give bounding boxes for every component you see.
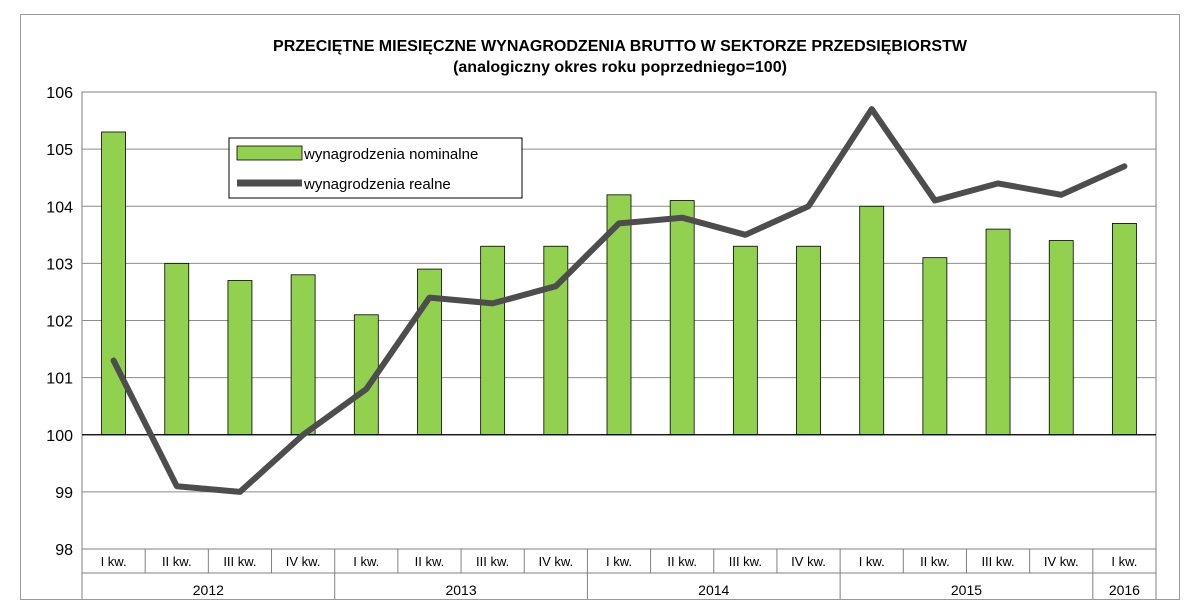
x-tick-label: III kw. xyxy=(223,554,256,569)
year-label: 2014 xyxy=(698,582,729,598)
legend: wynagrodzenia nominalne wynagrodzenia re… xyxy=(229,138,522,198)
y-tick-label: 100 xyxy=(46,428,73,445)
y-tick-label: 98 xyxy=(55,542,73,559)
x-tick-label: III kw. xyxy=(729,554,762,569)
y-tick-label: 105 xyxy=(46,142,73,159)
bar xyxy=(1112,223,1136,434)
chart-subtitle: (analogiczny okres roku poprzedniego=100… xyxy=(453,59,787,76)
y-tick-label: 103 xyxy=(46,256,73,273)
bar xyxy=(1049,241,1073,435)
bar xyxy=(228,281,252,435)
year-label: 2013 xyxy=(445,582,476,598)
year-label: 2015 xyxy=(951,582,982,598)
bar xyxy=(102,132,126,435)
y-tick-label: 101 xyxy=(46,371,73,388)
bar xyxy=(481,246,505,435)
bar xyxy=(986,229,1010,435)
x-tick-label: IV kw. xyxy=(1044,554,1079,569)
x-tick-label: II kw. xyxy=(920,554,950,569)
y-axis-ticks: 98 99 100 101 102 103 104 105 106 xyxy=(46,85,73,559)
bar xyxy=(860,206,884,435)
x-tick-label: I kw. xyxy=(859,554,885,569)
y-tick-label: 104 xyxy=(46,199,73,216)
x-tick-label: II kw. xyxy=(415,554,445,569)
legend-swatch-nominal xyxy=(237,146,302,160)
legend-label-real: wynagrodzenia realne xyxy=(303,176,451,193)
x-tick-label: I kw. xyxy=(101,554,127,569)
x-tick-label: IV kw. xyxy=(791,554,826,569)
x-tick-label: III kw. xyxy=(981,554,1014,569)
x-tick-label: I kw. xyxy=(353,554,379,569)
bar xyxy=(291,275,315,435)
y-tick-label: 99 xyxy=(55,485,73,502)
legend-label-nominal: wynagrodzenia nominalne xyxy=(303,146,478,163)
x-tick-label: III kw. xyxy=(476,554,509,569)
x-tick-label: I kw. xyxy=(1111,554,1137,569)
bar xyxy=(797,246,821,435)
x-tick-label: I kw. xyxy=(606,554,632,569)
y-tick-label: 106 xyxy=(46,85,73,102)
bar xyxy=(923,258,947,435)
x-tick-label: IV kw. xyxy=(286,554,321,569)
x-tick-label: II kw. xyxy=(162,554,192,569)
bar xyxy=(733,246,757,435)
year-label: 2012 xyxy=(193,582,224,598)
bar xyxy=(417,269,441,435)
chart-title: PRZECIĘTNE MIESIĘCZNE WYNAGRODZENIA BRUT… xyxy=(273,38,968,55)
year-label: 2016 xyxy=(1109,582,1140,598)
x-tick-label: II kw. xyxy=(667,554,697,569)
bar xyxy=(670,201,694,435)
chart: PRZECIĘTNE MIESIĘCZNE WYNAGRODZENIA BRUT… xyxy=(21,15,1179,599)
chart-frame: PRZECIĘTNE MIESIĘCZNE WYNAGRODZENIA BRUT… xyxy=(20,14,1180,600)
bar xyxy=(165,263,189,434)
x-tick-label: IV kw. xyxy=(538,554,573,569)
y-tick-label: 102 xyxy=(46,314,73,331)
